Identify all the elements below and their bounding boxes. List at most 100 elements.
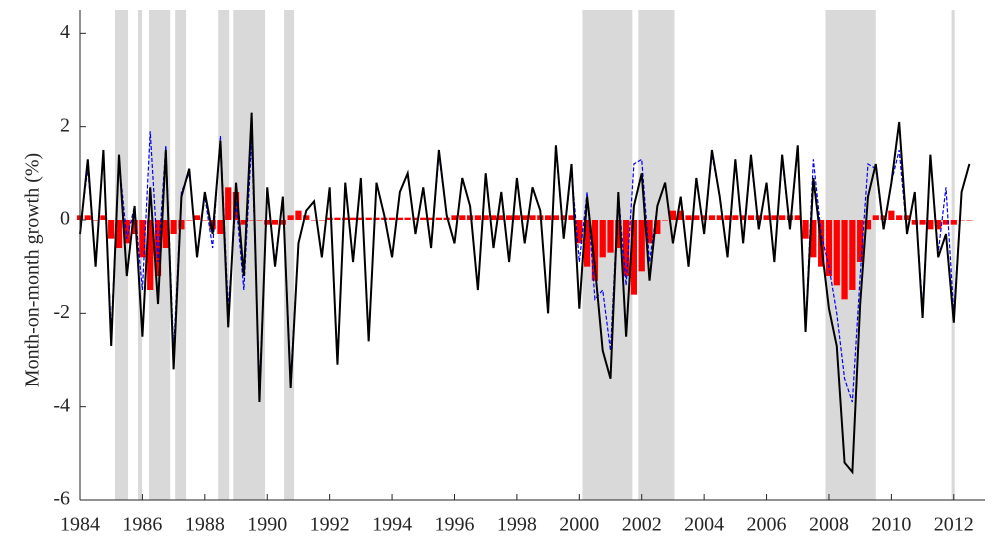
y-axis-label: Month-on-month growth (%) xyxy=(22,153,44,387)
bar xyxy=(412,217,419,220)
bar xyxy=(357,217,364,220)
bar xyxy=(740,215,747,220)
x-tick-label: 2006 xyxy=(747,514,787,536)
bar xyxy=(568,215,575,220)
x-tick-label: 1990 xyxy=(247,514,287,536)
bar xyxy=(857,220,864,262)
bar xyxy=(342,217,349,220)
bar xyxy=(630,220,638,295)
bar xyxy=(154,220,162,276)
bar xyxy=(724,215,731,220)
bar xyxy=(888,210,895,220)
shaded-period xyxy=(175,10,187,500)
bar xyxy=(303,215,310,220)
bar xyxy=(794,215,801,220)
x-tick-label: 1984 xyxy=(60,514,100,536)
bar xyxy=(552,215,560,220)
bar xyxy=(958,220,965,221)
y-tick-label: -2 xyxy=(53,301,70,323)
bar xyxy=(396,217,403,220)
bar xyxy=(264,220,271,225)
bar xyxy=(162,220,169,248)
bar xyxy=(186,220,193,221)
bar xyxy=(201,220,208,221)
x-tick-label: 2010 xyxy=(871,514,911,536)
x-tick-label: 2008 xyxy=(809,514,849,536)
bar xyxy=(427,217,435,220)
bar xyxy=(872,215,879,220)
bar xyxy=(966,220,973,221)
bar xyxy=(864,220,872,230)
y-tick-label: 2 xyxy=(60,114,70,136)
bar xyxy=(388,217,396,220)
bar xyxy=(544,215,552,220)
bar xyxy=(326,217,333,220)
bar xyxy=(802,220,809,239)
shaded-period xyxy=(233,10,266,500)
y-tick-label: 4 xyxy=(60,21,70,43)
series-line xyxy=(79,112,971,475)
bar xyxy=(459,215,466,220)
bar xyxy=(880,215,887,220)
x-tick-label: 2002 xyxy=(622,514,662,536)
bar xyxy=(131,220,138,234)
bar xyxy=(732,215,739,220)
bar xyxy=(295,210,302,220)
bar xyxy=(271,220,279,225)
bar xyxy=(833,220,840,286)
bar xyxy=(701,215,708,220)
bar xyxy=(84,215,91,220)
bar xyxy=(170,220,177,234)
bar xyxy=(646,220,653,244)
bar xyxy=(505,215,513,220)
bar xyxy=(911,220,918,225)
bar xyxy=(919,220,926,225)
shaded-period xyxy=(218,10,230,500)
bar xyxy=(217,220,224,234)
shaded-period xyxy=(284,10,295,500)
bar xyxy=(318,220,325,221)
bar xyxy=(466,215,474,220)
bar xyxy=(349,217,357,220)
bar xyxy=(677,210,684,220)
bar xyxy=(560,215,567,220)
bar xyxy=(576,220,583,244)
bar xyxy=(638,220,645,272)
bar xyxy=(373,217,380,220)
bar xyxy=(693,215,700,220)
bar xyxy=(615,220,622,248)
x-tick-label: 1988 xyxy=(185,514,225,536)
bar xyxy=(310,220,318,221)
bar xyxy=(108,220,115,239)
bar xyxy=(896,215,903,220)
bar xyxy=(747,215,755,220)
x-tick-label: 1992 xyxy=(310,514,350,536)
bar xyxy=(654,220,661,234)
bar xyxy=(950,220,957,225)
y-tick-label: 0 xyxy=(60,208,70,230)
bar xyxy=(240,220,247,225)
bar xyxy=(755,215,762,220)
x-tick-label: 1986 xyxy=(122,514,162,536)
bar xyxy=(583,220,591,267)
bar xyxy=(287,215,294,220)
bar xyxy=(685,215,692,220)
bar xyxy=(599,220,606,258)
bar xyxy=(903,215,911,220)
bar xyxy=(669,210,677,220)
bar xyxy=(763,215,770,220)
bar xyxy=(474,215,482,220)
bar xyxy=(591,220,599,281)
x-tick-label: 1998 xyxy=(497,514,537,536)
x-tick-label: 2012 xyxy=(934,514,974,536)
bar xyxy=(942,220,950,225)
bar xyxy=(92,220,99,221)
x-tick-label: 2000 xyxy=(559,514,599,536)
y-tick-label: -4 xyxy=(53,394,70,416)
x-tick-label: 1994 xyxy=(372,514,412,536)
bar xyxy=(420,217,427,220)
shaded-period xyxy=(951,10,955,500)
bar xyxy=(841,220,848,300)
bar xyxy=(825,220,833,276)
